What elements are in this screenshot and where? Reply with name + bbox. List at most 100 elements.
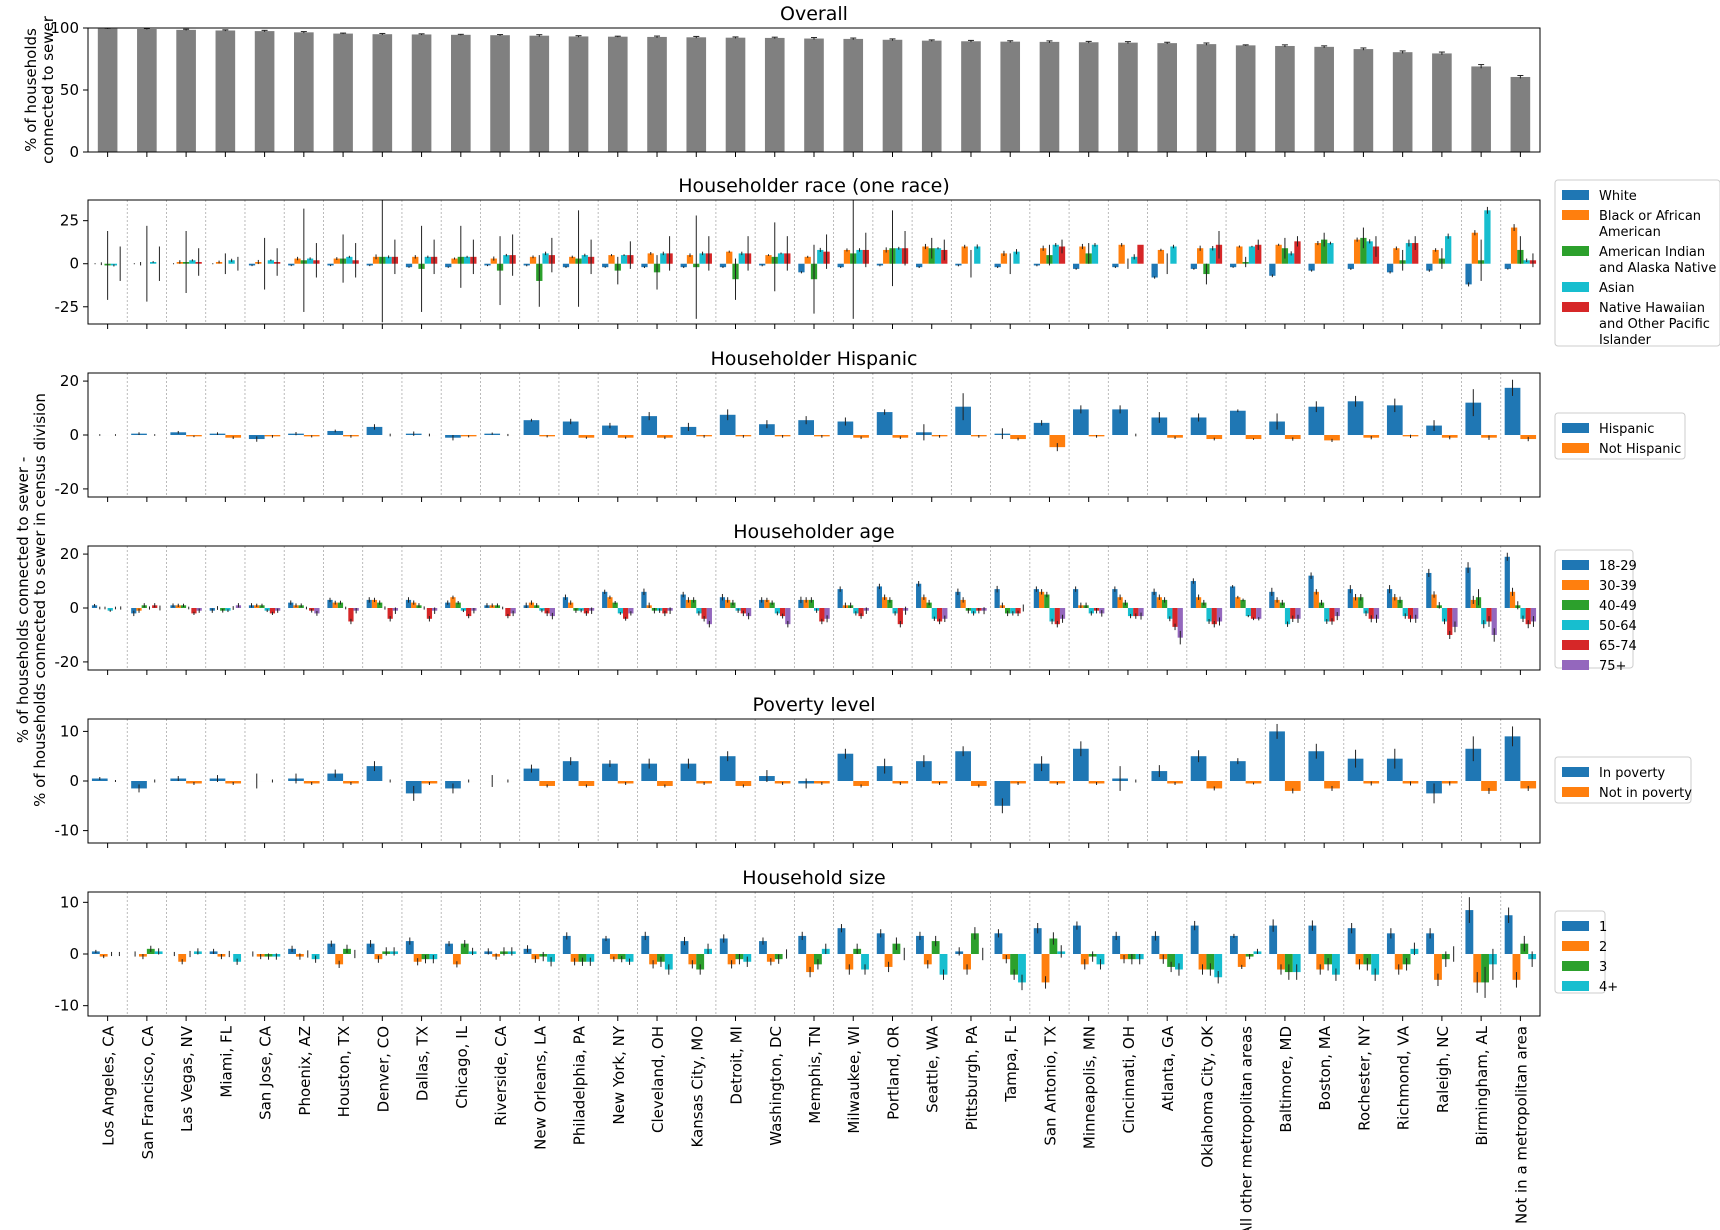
legend-swatch xyxy=(1562,190,1589,200)
bar xyxy=(1157,43,1177,152)
bar xyxy=(1413,608,1419,619)
bar xyxy=(1347,758,1364,781)
bar xyxy=(1080,954,1089,965)
bar xyxy=(803,599,809,608)
legend-swatch xyxy=(1562,560,1589,570)
bar xyxy=(916,583,922,608)
bar xyxy=(798,599,804,608)
bar xyxy=(641,591,647,608)
bar xyxy=(876,412,893,435)
bar xyxy=(817,249,824,264)
bar xyxy=(853,608,859,614)
bar xyxy=(191,608,197,614)
bar xyxy=(895,248,902,264)
bar xyxy=(366,943,375,954)
legend-label: 18-29 xyxy=(1599,559,1637,574)
bar xyxy=(562,263,570,268)
bar xyxy=(1229,935,1238,954)
legend-label: Hispanic xyxy=(1599,422,1654,437)
bar xyxy=(1206,781,1223,789)
bar xyxy=(819,608,825,622)
bar xyxy=(1504,387,1521,435)
bar xyxy=(994,781,1011,806)
bar xyxy=(1167,954,1176,967)
bar xyxy=(1392,52,1413,152)
bar xyxy=(647,36,667,152)
bar xyxy=(1172,608,1178,627)
bar xyxy=(921,597,927,608)
bar xyxy=(719,263,727,268)
legend-swatch xyxy=(1562,423,1589,433)
y-tick-label: -20 xyxy=(55,653,80,671)
legend-box xyxy=(1554,179,1720,347)
bar xyxy=(970,933,979,954)
x-tick-label: New Orleans, LA xyxy=(531,1025,549,1150)
bar xyxy=(1211,608,1217,625)
bar xyxy=(1091,244,1099,264)
bar xyxy=(1018,954,1026,983)
bar xyxy=(1229,263,1237,268)
bar xyxy=(562,935,571,954)
x-tick-label: Raleigh, NC xyxy=(1434,1026,1452,1113)
legend: 1 2 3 4+ xyxy=(1554,910,1618,995)
bar xyxy=(808,599,814,608)
bar xyxy=(1059,608,1066,619)
legend-swatch xyxy=(1562,981,1589,991)
bar xyxy=(1386,933,1395,954)
bar xyxy=(1288,253,1295,264)
bar xyxy=(1368,608,1374,619)
bar xyxy=(327,430,344,435)
bar xyxy=(314,608,320,614)
bar xyxy=(348,608,354,622)
bar xyxy=(1324,435,1340,441)
bar xyxy=(1434,954,1442,980)
bar xyxy=(680,594,686,608)
bar xyxy=(1214,954,1223,978)
x-tick-label: Denver, CO xyxy=(374,1026,392,1112)
bar xyxy=(657,781,673,786)
bar xyxy=(853,781,869,786)
bar xyxy=(1520,608,1526,619)
bar xyxy=(1373,608,1380,619)
bar xyxy=(366,766,383,781)
x-tick-label: Baltimore, MD xyxy=(1277,1026,1295,1133)
x-tick-label: Dallas, TX xyxy=(414,1026,432,1101)
bar xyxy=(625,954,634,962)
x-tick-label: Riverside, CA xyxy=(492,1025,510,1126)
bar xyxy=(1294,241,1301,264)
bar xyxy=(858,608,864,617)
bar xyxy=(1167,608,1173,619)
y-tick-label: 0 xyxy=(69,945,79,963)
bar xyxy=(333,258,340,264)
legend-swatch xyxy=(1562,961,1589,971)
bar xyxy=(1117,597,1123,608)
bar xyxy=(1481,781,1497,791)
bar xyxy=(1049,938,1058,954)
x-tick-label: Birmingham, AL xyxy=(1473,1025,1491,1145)
bar xyxy=(528,602,535,608)
bar xyxy=(1431,594,1437,608)
legend-label: 40-49 xyxy=(1599,599,1637,614)
bar xyxy=(294,258,301,264)
x-tick-label: Minneapolis, MN xyxy=(1081,1026,1099,1149)
x-tick-label: Washington, DC xyxy=(767,1026,785,1146)
x-tick-label: Oklahoma City, OK xyxy=(1198,1025,1216,1168)
bar xyxy=(1402,608,1408,617)
bar xyxy=(1284,608,1291,625)
panel-title: Household size xyxy=(742,867,885,889)
bar xyxy=(1073,925,1081,954)
bar xyxy=(267,260,275,264)
bar xyxy=(233,954,242,962)
bar xyxy=(254,31,275,153)
bar xyxy=(1195,597,1202,608)
bar xyxy=(1353,49,1374,152)
panel-5: Poverty level -10 0 10 In poverty Not in pove… xyxy=(55,694,1692,848)
bar xyxy=(1235,45,1256,152)
bar xyxy=(562,761,579,781)
y-tick-label: 20 xyxy=(60,372,79,390)
bar xyxy=(1010,435,1026,440)
bar xyxy=(1386,758,1403,781)
bar xyxy=(960,599,966,608)
x-tick-label: Phoenix, AZ xyxy=(296,1026,314,1116)
y-tick-label: -10 xyxy=(55,822,80,840)
